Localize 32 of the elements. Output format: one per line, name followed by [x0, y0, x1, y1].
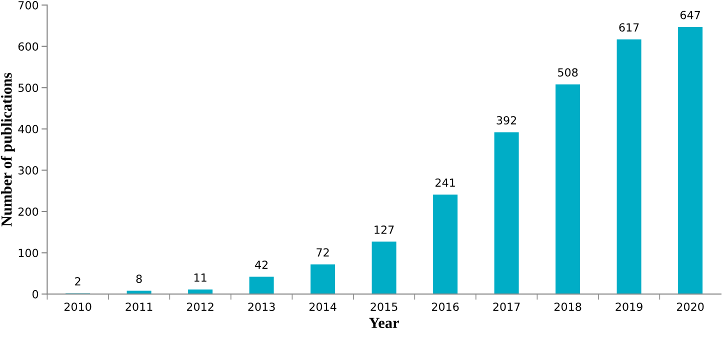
x-tick-label: 2019: [616, 302, 642, 311]
x-tick-label: 2018: [554, 302, 582, 311]
x-tick-label: 2015: [370, 302, 398, 311]
y-tick-label: 600: [18, 42, 38, 51]
data-label: 72: [316, 248, 329, 256]
x-axis-title: Year: [369, 318, 399, 328]
y-tick-label: 300: [18, 166, 38, 175]
x-tick-label: 2011: [126, 302, 152, 311]
y-axis-title: Number of publications: [0, 72, 15, 226]
x-tick-label: 2013: [248, 302, 275, 311]
y-tick-label: 100: [18, 248, 38, 258]
y-tick-label: 0: [32, 290, 38, 298]
data-label: 11: [194, 274, 206, 282]
data-label: 241: [436, 178, 455, 187]
x-tick-label: 2020: [676, 302, 704, 311]
x-tick-label: 2010: [64, 302, 92, 311]
data-label: 392: [496, 116, 516, 125]
y-tick-label: 400: [18, 124, 38, 134]
y-tick-label: 500: [18, 84, 38, 92]
data-label: 8: [136, 274, 142, 284]
data-label: 42: [255, 260, 268, 269]
y-tick-label: 700: [18, 1, 38, 10]
data-label: 647: [680, 10, 700, 20]
y-tick-label: 200: [18, 207, 38, 216]
data-label: 127: [374, 226, 394, 234]
x-tick-label: 2017: [493, 302, 520, 311]
data-label: 617: [619, 23, 639, 32]
data-label: 2: [75, 277, 80, 286]
x-tick-label: 2014: [309, 302, 336, 311]
x-tick-label: 2016: [432, 302, 459, 311]
data-label: 508: [558, 68, 578, 77]
x-tick-label: 2012: [186, 302, 214, 311]
